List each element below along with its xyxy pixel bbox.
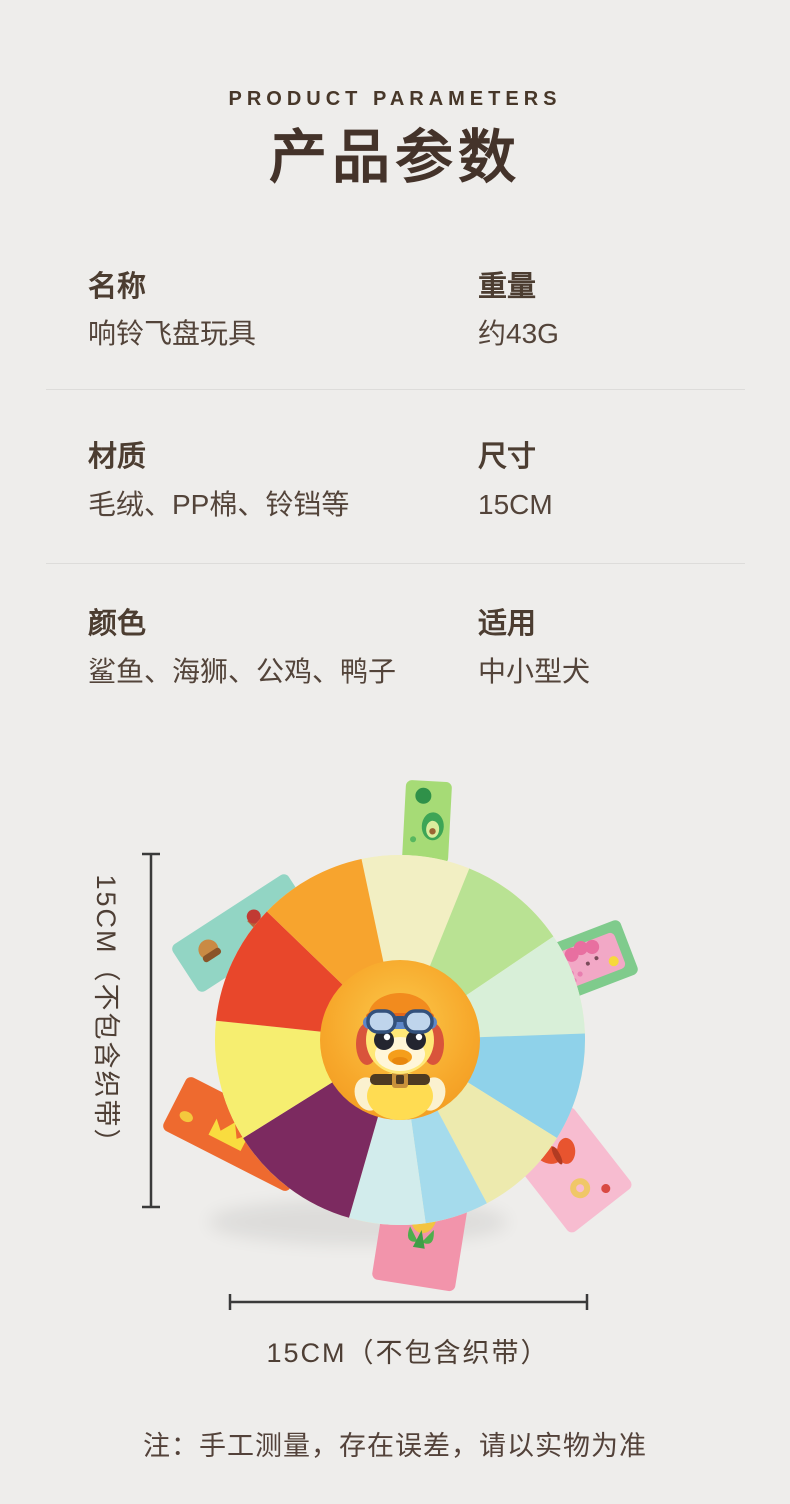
section-eyebrow: PRODUCT PARAMETERS — [228, 88, 562, 110]
spec-color-label: 颜色 — [88, 608, 147, 640]
dimension-annotations — [142, 852, 589, 1310]
goggles-lens-left — [366, 1009, 397, 1034]
spec-name-label: 名称 — [88, 271, 147, 303]
spec-material-label: 材质 — [88, 441, 147, 473]
spec-size-value: 15CM — [478, 489, 553, 520]
tag-avocado — [402, 780, 452, 864]
disc-wedge — [361, 854, 470, 1040]
spec-apply-label: 适用 — [478, 608, 537, 640]
duck-eye-glint-right — [415, 1033, 423, 1041]
measurement-note: 注：手工测量，存在误差，请以实物为准 — [143, 1431, 647, 1461]
page-title: 产品参数 — [268, 125, 521, 190]
spec-apply-value: 中小型犬 — [478, 656, 591, 687]
divider — [46, 389, 745, 390]
spec-color-value: 鲨鱼、海狮、公鸡、鸭子 — [88, 656, 397, 687]
vertical-dimension-label: 15CM（不包含织带） — [91, 874, 121, 1157]
duck-buckle-slot — [396, 1075, 404, 1084]
goggles-bridge — [394, 1016, 406, 1022]
product-figure: 15CM（不包含织带） 15CM（不包含织带） — [91, 780, 638, 1368]
horizontal-dimension-label: 15CM（不包含织带） — [266, 1338, 549, 1368]
toy-hub-duck — [320, 960, 480, 1120]
duck-eye-glint-left — [383, 1033, 391, 1041]
spec-material-value: 毛绒、PP棉、铃铛等 — [88, 489, 350, 520]
goggles-lens-right — [403, 1009, 434, 1034]
duck-beak-lower — [392, 1057, 408, 1065]
spec-size-label: 尺寸 — [478, 441, 537, 473]
disc-wedge — [349, 1040, 426, 1225]
spec-weight-value: 约43G — [478, 318, 559, 349]
spec-weight-label: 重量 — [478, 271, 537, 303]
divider — [46, 563, 745, 564]
spec-name-value: 响铃飞盘玩具 — [88, 318, 257, 349]
duck-illustration — [354, 993, 446, 1120]
